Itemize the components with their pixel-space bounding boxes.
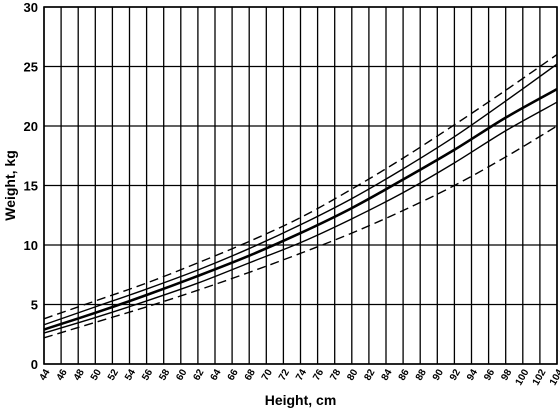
y-tick-label-25: 25 <box>24 60 38 75</box>
x-tick-label-74: 74 <box>294 367 309 383</box>
x-tick-label-80: 80 <box>345 367 360 383</box>
plot-frame <box>43 6 558 365</box>
growth-curves <box>43 54 558 339</box>
x-tick-label-76: 76 <box>311 367 326 383</box>
x-tick-label-44: 44 <box>38 367 53 383</box>
x-tick-label-104: 104 <box>548 367 560 387</box>
x-tick-label-58: 58 <box>157 367 172 383</box>
x-tick-label-92: 92 <box>448 367 463 383</box>
x-tick-label-96: 96 <box>482 367 497 383</box>
x-tick-label-64: 64 <box>209 367 224 383</box>
x-tick-label-66: 66 <box>226 367 241 383</box>
x-tick-label-56: 56 <box>140 367 155 383</box>
x-tick-label-50: 50 <box>89 367 104 383</box>
x-tick-label-94: 94 <box>465 367 480 383</box>
x-tick-label-62: 62 <box>191 367 206 383</box>
growth-curve-3 <box>43 87 558 331</box>
x-tick-label-88: 88 <box>414 367 429 383</box>
x-tick-label-82: 82 <box>362 367 377 383</box>
y-tick-label-20: 20 <box>24 119 38 134</box>
x-tick-labels: 44 46 48 50 52 54 56 58 60 62 64 66 68 70 72 74 76 78 80 82… <box>38 367 560 387</box>
y-tick-label-30: 30 <box>24 0 38 15</box>
x-tick-label-46: 46 <box>55 367 70 383</box>
y-tick-label-15: 15 <box>24 179 38 194</box>
x-tick-label-68: 68 <box>243 367 258 383</box>
x-tick-label-48: 48 <box>72 367 87 383</box>
x-tick-label-52: 52 <box>106 367 121 383</box>
growth-curve-5 <box>43 125 558 339</box>
y-tick-label-0: 0 <box>31 357 38 372</box>
y-tick-labels: 0 5 10 15 20 25 30 <box>24 0 38 372</box>
x-tick-label-90: 90 <box>431 367 446 383</box>
y-axis-label: Weight, kg <box>2 150 18 221</box>
y-tick-label-10: 10 <box>24 238 38 253</box>
x-tick-label-54: 54 <box>123 367 138 383</box>
grid <box>43 6 558 365</box>
x-tick-label-86: 86 <box>397 367 412 383</box>
x-tick-label-70: 70 <box>260 367 275 383</box>
x-tick-label-84: 84 <box>380 367 395 383</box>
x-tick-label-72: 72 <box>277 367 292 383</box>
growth-curve-1 <box>43 54 558 320</box>
growth-curve-2 <box>43 63 558 326</box>
x-tick-label-60: 60 <box>174 367 189 383</box>
x-tick-label-98: 98 <box>499 367 514 383</box>
x-tick-label-102: 102 <box>531 367 549 387</box>
x-tick-label-78: 78 <box>328 367 343 383</box>
x-tick-label-100: 100 <box>514 367 532 387</box>
growth-curve-4 <box>43 101 558 334</box>
y-tick-label-5: 5 <box>31 298 38 313</box>
x-axis-label: Height, cm <box>265 392 337 408</box>
